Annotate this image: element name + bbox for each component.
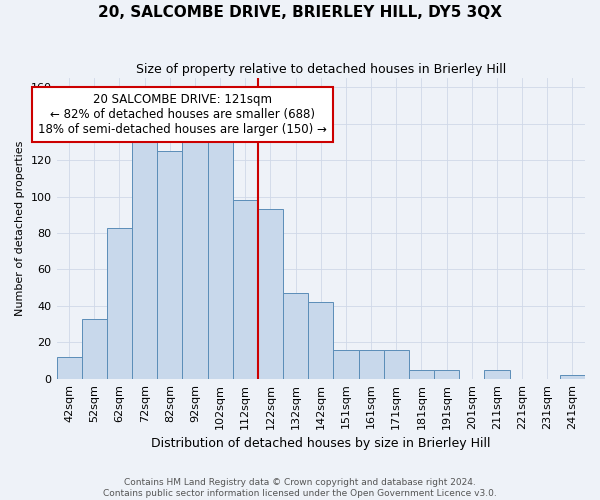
Bar (409, 370, 434, 379)
Bar (132, 138, 157, 379)
Bar (233, 200, 258, 379)
Bar (208, 142, 233, 379)
Bar (283, 293, 308, 379)
Bar (308, 302, 334, 379)
Bar (383, 350, 409, 379)
Bar (182, 142, 208, 379)
Bar (56, 357, 82, 379)
Bar (560, 375, 585, 379)
Text: 20 SALCOMBE DRIVE: 121sqm
← 82% of detached houses are smaller (688)
18% of semi: 20 SALCOMBE DRIVE: 121sqm ← 82% of detac… (38, 92, 327, 136)
Bar (359, 350, 383, 379)
Title: Size of property relative to detached houses in Brierley Hill: Size of property relative to detached ho… (136, 62, 506, 76)
X-axis label: Distribution of detached houses by size in Brierley Hill: Distribution of detached houses by size … (151, 437, 491, 450)
Bar (258, 210, 283, 379)
Bar (334, 350, 359, 379)
Bar (484, 370, 509, 379)
Bar (82, 318, 107, 379)
Text: Contains HM Land Registry data © Crown copyright and database right 2024.
Contai: Contains HM Land Registry data © Crown c… (103, 478, 497, 498)
Bar (157, 151, 182, 379)
Bar (107, 228, 132, 379)
Bar (434, 370, 459, 379)
Text: 20, SALCOMBE DRIVE, BRIERLEY HILL, DY5 3QX: 20, SALCOMBE DRIVE, BRIERLEY HILL, DY5 3… (98, 5, 502, 20)
Y-axis label: Number of detached properties: Number of detached properties (15, 140, 25, 316)
